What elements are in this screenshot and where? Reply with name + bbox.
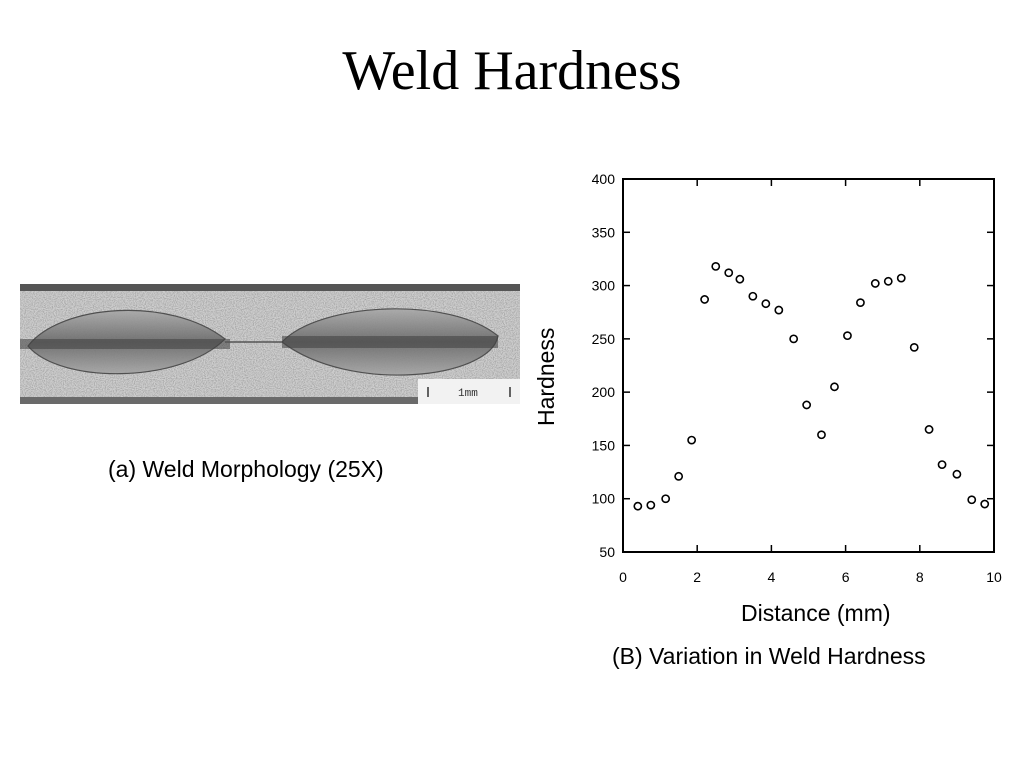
x-tick-label: 6 — [842, 569, 850, 585]
data-point — [870, 279, 880, 288]
data-point — [774, 305, 784, 315]
data-point — [711, 261, 721, 271]
y-axis-ticks: 50 100 150 200 250 300 350 400 — [592, 171, 994, 560]
data-point — [883, 276, 893, 286]
hardness-scatter-chart: 50 100 150 200 250 300 350 400 0 2 4 6 8 10 — [592, 171, 1002, 585]
data-point — [909, 342, 919, 352]
data-point — [817, 430, 826, 440]
data-point — [633, 501, 643, 511]
data-point — [843, 331, 852, 341]
data-point — [896, 273, 906, 283]
x-tick-label: 0 — [619, 569, 627, 585]
data-points — [633, 261, 990, 511]
data-point — [830, 382, 839, 392]
data-point — [687, 435, 697, 445]
data-point — [937, 460, 947, 470]
x-tick-label: 8 — [916, 569, 924, 585]
data-point — [952, 469, 962, 479]
x-axis-ticks: 0 2 4 6 8 10 — [619, 179, 1002, 585]
y-tick-label: 350 — [592, 224, 616, 240]
data-point — [724, 268, 734, 278]
data-point — [700, 295, 710, 304]
y-tick-label: 200 — [592, 384, 616, 400]
y-tick-label: 400 — [592, 171, 616, 187]
weld-micrograph-image: 1mm — [20, 284, 520, 404]
caption-weld-morphology: (a) Weld Morphology (25X) — [108, 456, 384, 482]
data-point — [661, 494, 671, 504]
y-axis-label: Hardness — [533, 327, 559, 426]
data-point — [856, 298, 865, 308]
x-tick-label: 2 — [693, 569, 701, 585]
x-tick-label: 10 — [986, 569, 1002, 585]
data-point — [980, 499, 990, 509]
data-point — [924, 425, 934, 434]
plot-frame — [622, 178, 995, 553]
y-tick-label: 300 — [592, 278, 616, 294]
caption-hardness-variation: (B) Variation in Weld Hardness — [612, 643, 926, 669]
y-tick-label: 150 — [592, 437, 616, 453]
data-point — [789, 334, 799, 344]
y-tick-label: 100 — [592, 491, 616, 507]
x-axis-label: Distance (mm) — [741, 600, 891, 626]
data-point — [967, 495, 977, 505]
data-point — [748, 291, 758, 301]
data-point — [735, 274, 745, 284]
y-tick-label: 250 — [592, 331, 616, 347]
data-point — [674, 471, 684, 481]
slide-title: Weld Hardness — [342, 40, 682, 102]
x-tick-label: 4 — [768, 569, 776, 585]
data-point — [761, 299, 771, 309]
scale-bar-label: 1mm — [458, 388, 478, 400]
data-point — [802, 400, 812, 410]
y-tick-label: 50 — [599, 544, 615, 560]
data-point — [646, 500, 656, 510]
